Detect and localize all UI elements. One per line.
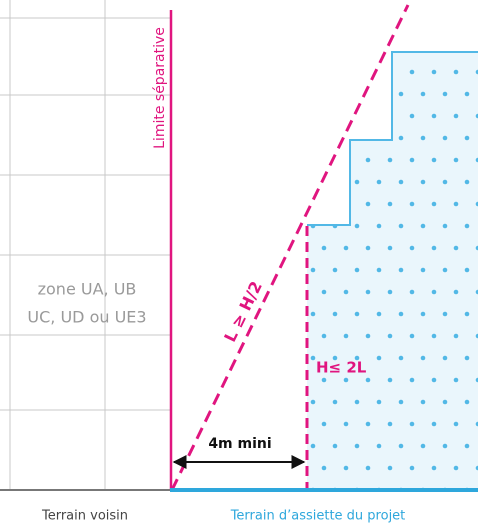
slope-line <box>170 4 410 491</box>
zone-label: zone UA, UB <box>38 280 137 299</box>
grid <box>0 0 170 490</box>
distance-label: 4m mini <box>208 436 271 452</box>
building-dots <box>307 52 478 490</box>
height-label: H≤ 2L <box>316 359 367 377</box>
limit-label: Limite séparative <box>152 27 168 149</box>
building-outline <box>307 51 478 226</box>
ground-label-right: Terrain d’assiette du projet <box>230 509 406 524</box>
ground-label-left: Terrain voisin <box>41 509 128 524</box>
zone-label: UC, UD ou UE3 <box>27 308 146 327</box>
